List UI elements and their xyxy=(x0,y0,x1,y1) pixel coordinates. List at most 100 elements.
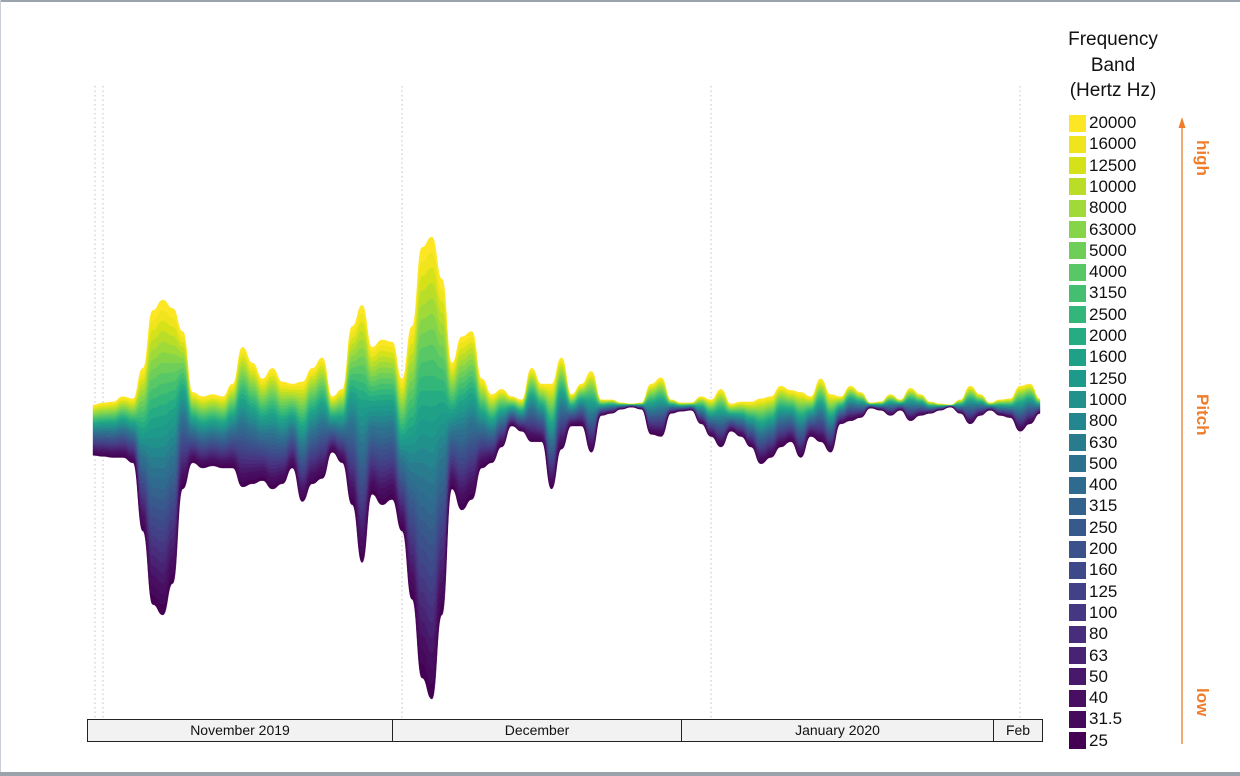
legend-item: 50 xyxy=(1069,666,1108,686)
legend-label: 630 xyxy=(1089,432,1118,452)
legend-label: 12500 xyxy=(1089,155,1137,175)
legend-swatch xyxy=(1069,604,1086,622)
month-label-december: December xyxy=(392,719,682,742)
pitch-low-label: low xyxy=(1193,688,1212,717)
legend-item: 200 xyxy=(1069,539,1118,558)
legend-label: 315 xyxy=(1089,496,1118,516)
legend-swatch xyxy=(1069,434,1086,451)
legend-item: 160 xyxy=(1069,560,1117,579)
legend-item: 250 xyxy=(1069,517,1118,537)
legend-label: 63 xyxy=(1089,645,1108,665)
legend-label: 1000 xyxy=(1089,389,1127,409)
legend-title: Frequency Band (Hertz Hz) xyxy=(1058,27,1168,104)
legend-label: 20000 xyxy=(1089,113,1137,132)
month-label-february: Feb xyxy=(993,719,1043,742)
legend-item: 500 xyxy=(1069,453,1118,473)
window-left-edge xyxy=(0,0,1,776)
legend-label: 31.5 xyxy=(1089,709,1123,729)
legend-item: 1000 xyxy=(1069,389,1127,409)
legend-swatch xyxy=(1069,583,1086,601)
legend-label: 400 xyxy=(1089,475,1118,495)
legend-label: 8000 xyxy=(1089,198,1127,218)
legend-item: 80 xyxy=(1069,624,1108,644)
legend-item: 12500 xyxy=(1069,155,1137,175)
window-bottom-edge xyxy=(0,772,1240,776)
legend-label: 800 xyxy=(1089,411,1118,431)
legend-swatch xyxy=(1069,135,1086,153)
pitch-axis-label: Pitch xyxy=(1193,394,1212,436)
legend-label: 3150 xyxy=(1089,283,1127,303)
legend-item: 31.5 xyxy=(1069,709,1123,729)
legend-item: 25 xyxy=(1069,730,1108,750)
legend-title-line-3: (Hertz Hz) xyxy=(1069,80,1157,101)
legend-swatch xyxy=(1069,178,1086,196)
legend-swatch xyxy=(1069,242,1086,260)
legend-item: 800 xyxy=(1069,411,1118,431)
pitch-arrow xyxy=(1178,117,1186,744)
legend-item: 2500 xyxy=(1069,304,1127,324)
legend-item: 400 xyxy=(1069,475,1118,495)
legend-swatch xyxy=(1069,497,1086,515)
legend-swatch xyxy=(1069,689,1086,707)
legend-label: 16000 xyxy=(1089,134,1137,154)
legend-label: 5000 xyxy=(1089,240,1127,260)
legend-label: 10000 xyxy=(1089,176,1137,196)
legend-label: 50 xyxy=(1089,666,1108,686)
legend-title-line-1: Frequency xyxy=(1068,29,1158,50)
legend-swatch xyxy=(1069,114,1086,132)
legend-swatch xyxy=(1069,157,1086,175)
legend-swatch xyxy=(1069,561,1086,579)
legend-item: 1600 xyxy=(1069,347,1127,367)
legend-item: 5000 xyxy=(1069,240,1127,260)
legend-item: 63 xyxy=(1069,645,1108,665)
legend-swatch xyxy=(1069,221,1086,238)
legend-swatch xyxy=(1069,519,1086,537)
legend-swatch xyxy=(1069,327,1086,345)
legend-label: 2000 xyxy=(1089,326,1127,345)
legend-item: 3150 xyxy=(1069,283,1127,303)
legend-swatch xyxy=(1069,412,1086,430)
legend-swatch xyxy=(1069,710,1086,728)
legend-item: 2000 xyxy=(1069,326,1127,345)
legend-label: 80 xyxy=(1089,624,1108,644)
legend-item: 100 xyxy=(1069,603,1117,622)
legend-label: 250 xyxy=(1089,517,1118,537)
band-area-25 xyxy=(92,406,1041,700)
legend-swatch xyxy=(1069,668,1086,686)
legend-label: 4000 xyxy=(1089,262,1127,282)
time-axis: November 2019 December January 2020 Feb xyxy=(87,719,1043,742)
legend-swatch xyxy=(1069,263,1086,281)
pitch-axis: high Pitch low xyxy=(1168,0,1228,776)
legend-label: 40 xyxy=(1089,688,1108,708)
legend-label: 500 xyxy=(1089,453,1118,473)
legend-swatch xyxy=(1069,348,1086,366)
legend-item: 20000 xyxy=(1069,113,1137,132)
legend-swatch xyxy=(1069,625,1086,643)
legend-swatch xyxy=(1069,199,1086,217)
month-label-january: January 2020 xyxy=(681,719,994,742)
legend-item: 630 xyxy=(1069,432,1118,452)
legend-item: 8000 xyxy=(1069,198,1127,218)
legend-swatch xyxy=(1069,306,1086,324)
legend-swatch xyxy=(1069,540,1086,558)
frequency-band-areas xyxy=(92,236,1041,700)
legend-item: 10000 xyxy=(1069,176,1137,196)
legend-swatch xyxy=(1069,391,1086,409)
legend-item: 125 xyxy=(1069,581,1118,601)
legend-item: 63000 xyxy=(1069,220,1136,239)
legend-swatch xyxy=(1069,647,1086,664)
legend-item: 16000 xyxy=(1069,134,1137,154)
legend-label: 1600 xyxy=(1089,347,1127,367)
legend-item: 315 xyxy=(1069,496,1118,516)
legend-label: 1250 xyxy=(1089,368,1127,388)
legend-label: 2500 xyxy=(1089,304,1127,324)
legend-item: 40 xyxy=(1069,688,1108,708)
legend-label: 125 xyxy=(1089,581,1118,601)
legend-swatch xyxy=(1069,476,1086,494)
legend-label: 25 xyxy=(1089,730,1108,750)
legend-item: 1250 xyxy=(1069,368,1127,388)
legend-label: 200 xyxy=(1089,539,1118,558)
legend-item: 4000 xyxy=(1069,262,1127,282)
legend-title-line-2: Band xyxy=(1090,54,1136,76)
